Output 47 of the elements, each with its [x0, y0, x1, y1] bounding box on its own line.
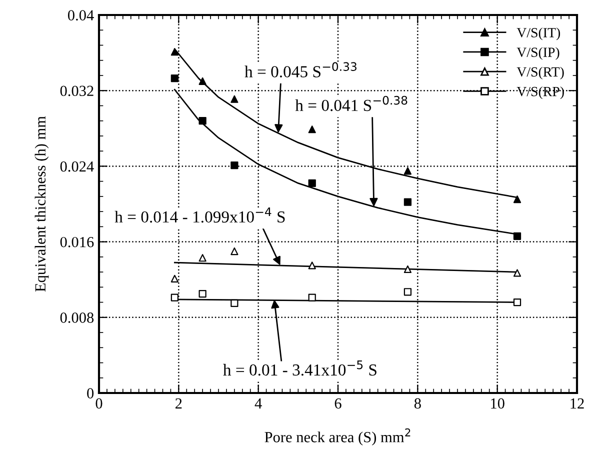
y-tick-label: 0.008 — [60, 312, 94, 323]
y-tick-label: 0.024 — [60, 161, 94, 172]
point — [230, 247, 238, 256]
legend-label: V/S(IT) — [516, 28, 560, 40]
annotation: h = 0.041 S$^{−0.38}$ — [295, 96, 408, 112]
point — [404, 198, 412, 206]
x-tick-label: 8 — [414, 398, 421, 409]
annotation: h = 0.045 S$^{−0.33}$ — [244, 62, 356, 78]
point — [513, 269, 522, 277]
x-tick-label: 4 — [254, 398, 262, 408]
y-axis-title: Equivalent thickness (h) mm — [34, 116, 49, 292]
x-tick-label: 6 — [334, 398, 342, 409]
x-tick-label: 0 — [96, 398, 102, 409]
point — [513, 195, 522, 204]
legend-label: V/S(IP) — [516, 47, 560, 60]
annotation: h = 0.01 - 3.41x10$^{−5}$ S — [223, 360, 376, 376]
point — [198, 77, 206, 85]
y-tick-label: 0.04 — [68, 10, 94, 21]
point — [198, 117, 206, 125]
point — [308, 126, 316, 134]
point — [198, 290, 206, 298]
point — [198, 254, 206, 262]
x-axis-title: Pore neck area (S) mm$^{2}$ — [264, 428, 410, 446]
point — [404, 167, 412, 175]
point — [404, 288, 412, 296]
point — [230, 161, 238, 170]
y-tick-label: 0 — [87, 388, 94, 398]
y-tick-label: 0.016 — [60, 236, 94, 248]
annotation: h = 0.014 - 1.099x10$^{−4}$ S — [114, 208, 285, 223]
point — [170, 274, 178, 282]
point — [308, 262, 316, 270]
x-tick-label: 2 — [176, 398, 182, 408]
point — [170, 74, 178, 82]
x-tick-label: 10 — [491, 398, 504, 409]
point — [230, 299, 238, 308]
point — [404, 265, 412, 274]
point — [170, 48, 178, 56]
point — [308, 179, 316, 188]
x-tick-label: 12 — [570, 398, 584, 408]
legend-label: V/S(RT) — [516, 66, 564, 80]
point — [513, 232, 522, 240]
point — [308, 294, 316, 302]
legend-label: V/S(RP) — [516, 86, 564, 100]
point — [170, 294, 178, 302]
point — [230, 95, 238, 103]
point — [513, 298, 522, 306]
y-tick-label: 0.032 — [60, 86, 94, 96]
